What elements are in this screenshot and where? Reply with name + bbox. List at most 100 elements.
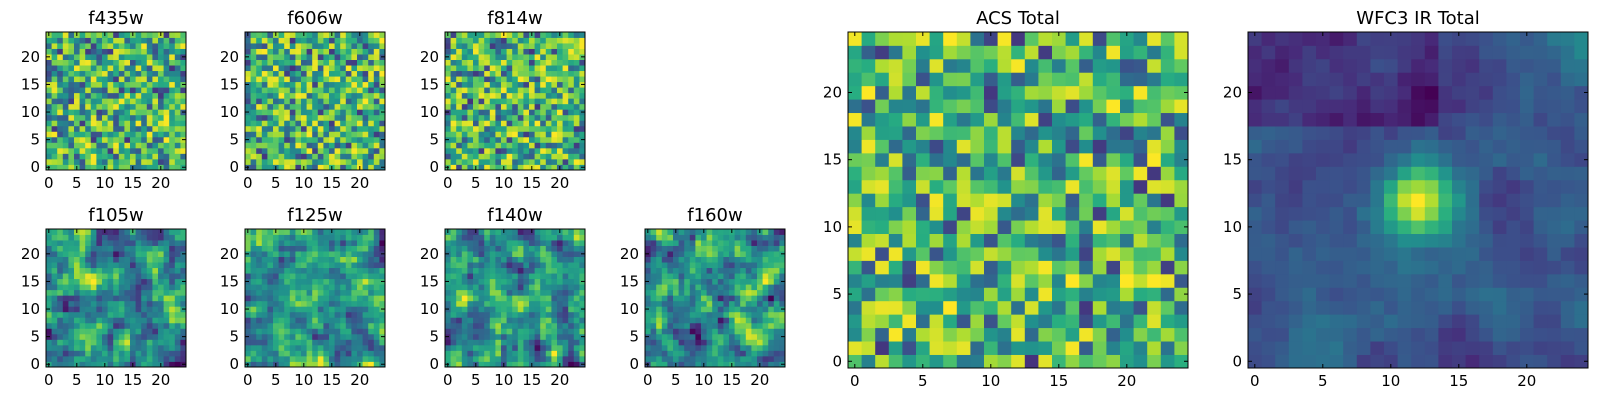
heatmap-cell	[734, 240, 741, 246]
heatmap-cell	[357, 153, 363, 160]
heatmap-cell	[373, 300, 380, 307]
heatmap-cell	[943, 314, 958, 329]
heatmap-cell	[717, 328, 724, 335]
heatmap-cell	[1106, 287, 1121, 302]
heatmap-cell	[902, 166, 917, 181]
heatmap-cell	[467, 262, 474, 269]
heatmap-cell	[695, 256, 702, 263]
heatmap-cell	[545, 262, 552, 269]
heatmap-cell	[645, 311, 651, 318]
heatmap-cell	[729, 322, 735, 329]
heatmap-cell	[245, 355, 251, 362]
heatmap-cell	[163, 339, 170, 346]
heatmap-cell	[345, 234, 352, 241]
heatmap-cell	[523, 339, 530, 346]
heatmap-cell	[650, 344, 657, 351]
heatmap-cell	[273, 43, 279, 49]
heatmap-cell	[757, 273, 763, 280]
heatmap-cell	[113, 245, 120, 252]
heatmap-cell	[456, 48, 463, 55]
heatmap-cell	[456, 59, 463, 66]
heatmap-cell	[984, 314, 998, 329]
heatmap-cell	[267, 251, 274, 257]
heatmap-cell	[273, 262, 279, 269]
heatmap-cell	[158, 37, 164, 44]
heatmap-cell	[90, 70, 97, 77]
heatmap-cell	[506, 350, 513, 357]
heatmap-cell	[102, 251, 108, 257]
heatmap-cell	[645, 339, 651, 346]
heatmap-cell	[312, 131, 319, 138]
heatmap-cell	[568, 65, 575, 72]
heatmap-cell	[62, 164, 69, 171]
heatmap-cell	[62, 65, 69, 72]
heatmap-cell	[289, 54, 296, 60]
heatmap-cell	[289, 65, 296, 72]
heatmap-cell	[345, 256, 352, 263]
heatmap-cell	[456, 81, 463, 88]
heatmap-cell	[130, 81, 136, 88]
heatmap-cell	[158, 65, 164, 72]
heatmap-cell	[551, 262, 558, 269]
heatmap-cell	[517, 131, 524, 138]
heatmap-cell	[345, 267, 352, 274]
heatmap-cell	[51, 289, 58, 296]
heatmap-cell	[573, 125, 580, 132]
heatmap-cell	[456, 136, 463, 143]
heatmap-cell	[130, 48, 136, 55]
heatmap-cell	[557, 147, 563, 154]
heatmap-cell	[345, 251, 352, 257]
heatmap-cell	[323, 333, 330, 340]
heatmap-cell	[450, 37, 457, 44]
heatmap-cell	[579, 43, 586, 49]
heatmap-cell	[273, 267, 279, 274]
heatmap-cell	[557, 262, 563, 269]
heatmap-cell	[379, 125, 386, 132]
heatmap-cell	[1092, 300, 1107, 315]
y-tick-label: 20	[420, 245, 439, 263]
heatmap-cell	[573, 328, 580, 335]
heatmap-cell	[568, 131, 575, 138]
heatmap-cell	[506, 256, 513, 263]
heatmap-cell	[278, 125, 285, 132]
heatmap-cell	[450, 317, 457, 324]
heatmap-cell	[158, 48, 164, 55]
heatmap-cell	[512, 98, 519, 105]
heatmap-cell	[902, 152, 917, 167]
heatmap-cell	[534, 125, 541, 132]
heatmap-cell	[450, 262, 457, 269]
heatmap-cell	[529, 350, 535, 357]
heatmap-cell	[278, 120, 285, 127]
heatmap-cell	[779, 240, 786, 246]
heatmap-cell	[450, 350, 457, 357]
heatmap-cell	[523, 350, 530, 357]
heatmap-cell	[340, 240, 347, 246]
heatmap-cell	[250, 355, 257, 362]
heatmap-cell	[1147, 193, 1162, 208]
heatmap-cell	[478, 256, 485, 263]
heatmap-cell	[130, 350, 136, 357]
heatmap-cell	[467, 317, 474, 324]
heatmap-cell	[158, 322, 164, 329]
heatmap-cell	[329, 43, 335, 49]
heatmap-cell	[357, 289, 363, 296]
heatmap-cell	[779, 339, 786, 346]
heatmap-cell	[146, 284, 153, 291]
heatmap-cell	[85, 136, 92, 143]
heatmap-cell	[762, 262, 769, 269]
heatmap-cell	[501, 48, 507, 55]
heatmap-cell	[340, 103, 347, 110]
heatmap-cell	[779, 256, 786, 263]
heatmap-cell	[74, 322, 80, 329]
heatmap-cell	[278, 65, 285, 72]
heatmap-cell	[351, 32, 358, 38]
heatmap-cell	[645, 256, 651, 263]
heatmap-cell	[740, 328, 747, 335]
heatmap-cell	[124, 273, 131, 280]
heatmap-cell	[1024, 233, 1039, 248]
heatmap-cell	[1106, 354, 1121, 369]
heatmap-cell	[85, 81, 92, 88]
heatmap-cell	[875, 166, 890, 181]
heatmap-cell	[501, 142, 507, 149]
